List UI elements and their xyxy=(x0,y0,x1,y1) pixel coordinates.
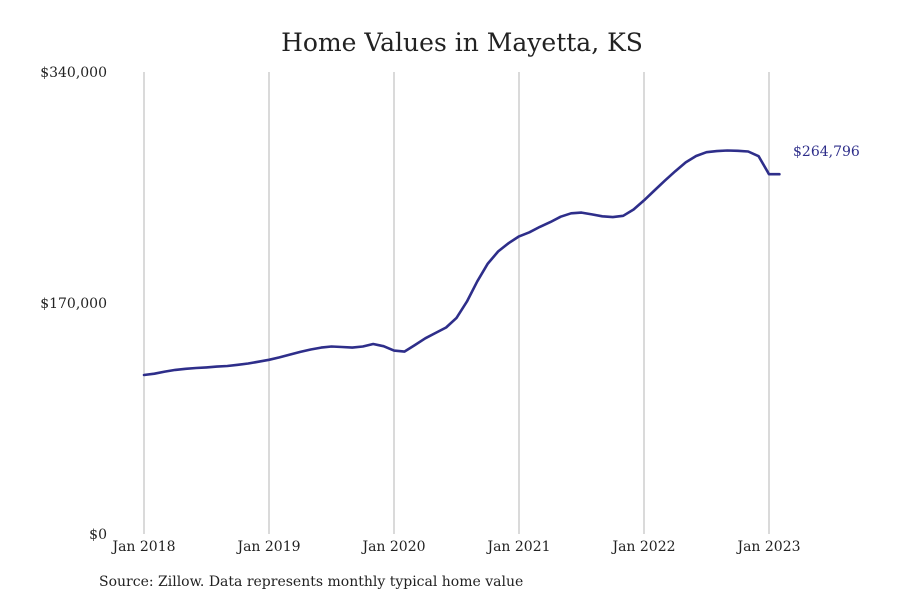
end-value-label: $264,796 xyxy=(793,144,860,160)
series-line xyxy=(142,149,781,377)
y-tick-label: $170,000 xyxy=(40,296,107,312)
source-note: Source: Zillow. Data represents monthly … xyxy=(99,574,523,590)
x-tick-label: Jan 2022 xyxy=(610,539,675,555)
x-tick-label: Jan 2020 xyxy=(360,539,425,555)
y-tick-label: $0 xyxy=(89,527,107,543)
x-axis: Jan 2018 Jan 2019 Jan 2020 Jan 2021 Jan 2022… xyxy=(110,539,800,555)
x-tick-label: Jan 2018 xyxy=(110,539,175,555)
series-group: $264,796 xyxy=(142,144,860,377)
gridlines xyxy=(143,72,770,534)
x-tick-label: Jan 2021 xyxy=(485,539,550,555)
x-tick-label: Jan 2019 xyxy=(235,539,300,555)
y-tick-label: $340,000 xyxy=(40,65,107,81)
x-tick-label: Jan 2023 xyxy=(735,539,800,555)
y-axis: $0 $170,000 $340,000 xyxy=(40,65,107,543)
chart-title: Home Values in Mayetta, KS xyxy=(281,28,643,57)
